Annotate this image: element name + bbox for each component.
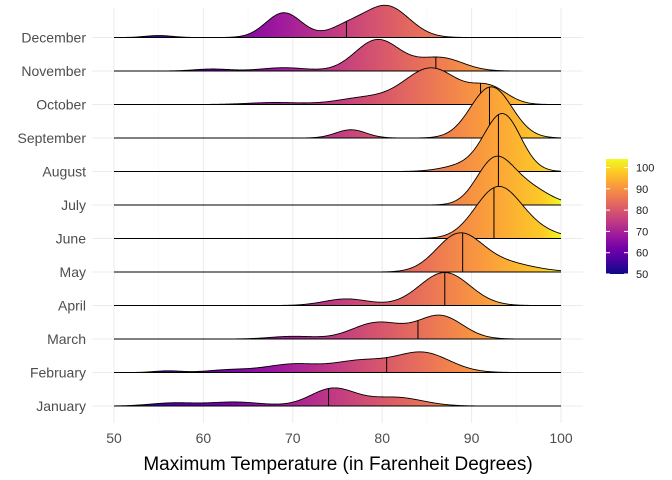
colorbar-label: 70: [636, 226, 648, 238]
y-tick-label: August: [42, 164, 86, 180]
ridge-april: [114, 272, 561, 306]
ridge-may: [114, 232, 562, 273]
colorbar-legend: 50 60 70 80 90 100: [606, 159, 654, 281]
colorbar-label: 100: [636, 163, 654, 175]
ridge-area: [114, 39, 561, 71]
ridge-area: [114, 272, 561, 306]
colorbar-label: 60: [636, 248, 648, 260]
colorbar: [606, 159, 628, 274]
ridge-outline: [114, 351, 561, 373]
colorbar-label: 90: [636, 184, 648, 196]
x-tick-label: 50: [106, 430, 122, 446]
ridge-february: [114, 351, 561, 373]
ridge-area: [114, 351, 561, 373]
ridges: [113, 4, 562, 407]
y-tick-label: February: [30, 365, 86, 381]
ridge-area: [114, 315, 561, 339]
ridge-area: [114, 387, 561, 406]
colorbar-label: 50: [636, 269, 648, 281]
y-tick-label: December: [21, 30, 86, 46]
x-tick-label: 100: [549, 430, 573, 446]
ridge-area: [114, 5, 561, 38]
y-tick-label: July: [61, 197, 86, 213]
x-tick-label: 90: [464, 430, 480, 446]
ridge-area: [114, 186, 561, 239]
y-tick-label: April: [58, 298, 86, 314]
ridge-march: [114, 314, 561, 340]
y-axis-labels: January February March April May June July Augu…: [18, 30, 87, 415]
x-axis-labels: 50 60 70 80 90 100: [106, 430, 573, 446]
y-tick-label: October: [36, 97, 86, 113]
x-tick-label: 60: [196, 430, 212, 446]
y-tick-label: January: [36, 398, 86, 414]
x-tick-label: 80: [374, 430, 390, 446]
ridge-december: [114, 4, 561, 38]
y-tick-label: September: [18, 130, 87, 146]
x-axis-title: Maximum Temperature (in Farenheit Degree…: [143, 454, 532, 475]
ridge-area: [114, 113, 561, 172]
x-tick-label: 70: [285, 430, 301, 446]
ridge-outline: [114, 38, 561, 72]
colorbar-label: 80: [636, 205, 648, 217]
y-tick-label: November: [21, 63, 86, 79]
ridge-area: [114, 67, 561, 105]
ridge-june: [114, 185, 562, 239]
ridge-january: [113, 387, 561, 407]
y-tick-label: March: [47, 331, 86, 347]
ridge-area: [114, 232, 561, 272]
y-tick-label: May: [60, 264, 86, 280]
y-tick-label: June: [56, 231, 87, 247]
